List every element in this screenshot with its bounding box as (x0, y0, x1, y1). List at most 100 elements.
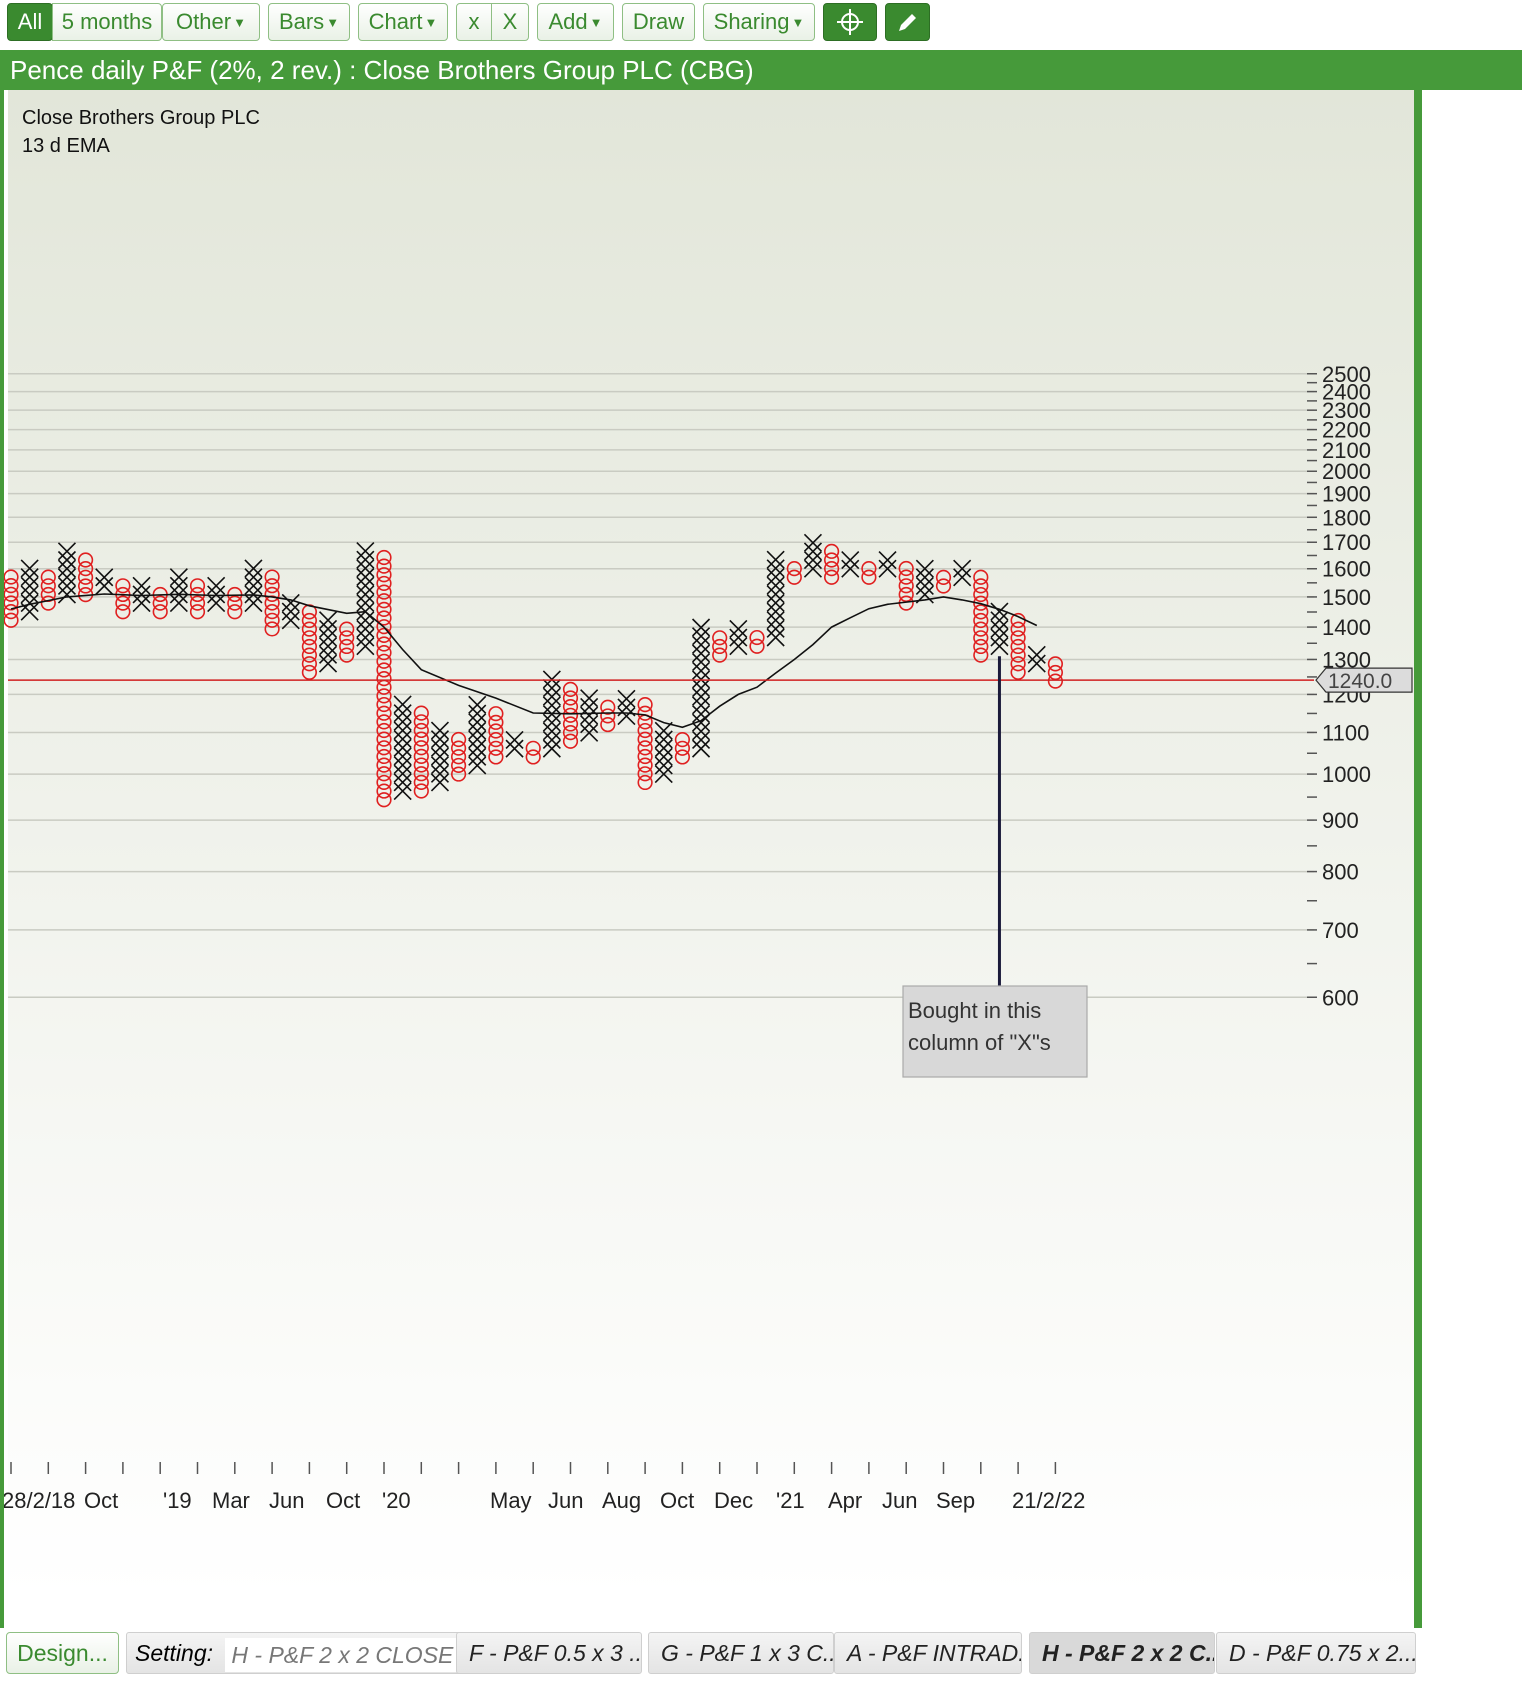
x-mark (393, 704, 412, 723)
o-mark (376, 792, 392, 808)
y-tick-label: 1600 (1322, 557, 1371, 582)
x-tick-label: '21 (776, 1488, 805, 1513)
x-mark (57, 585, 77, 604)
o-mark (3, 595, 19, 611)
pnf-column-22 (413, 705, 429, 799)
o-mark (451, 766, 467, 782)
o-mark (488, 732, 504, 748)
pnf-column-28 (525, 740, 541, 765)
o-mark (376, 731, 392, 747)
x-mark (20, 568, 39, 587)
design-button[interactable]: Design... (6, 1632, 119, 1674)
x-mark (766, 593, 785, 612)
tab-g[interactable]: G - P&F 1 x 3 C... (648, 1632, 834, 1674)
o-mark (339, 647, 355, 663)
o-mark (674, 732, 691, 748)
x-tick-label: Jun (882, 1488, 917, 1513)
o-mark (3, 612, 19, 628)
x-mark (691, 653, 711, 672)
bars-label: Bars (278, 9, 325, 34)
x-mark (318, 637, 338, 656)
tab-f[interactable]: F - P&F 0.5 x 3 ... (456, 1632, 642, 1674)
all-range-button[interactable]: All (7, 3, 53, 41)
pnf-column-38 (712, 630, 728, 663)
o-mark (376, 636, 392, 652)
x-mark (878, 559, 897, 578)
x-mark (356, 550, 375, 569)
o-mark (935, 578, 952, 594)
o-mark (451, 749, 467, 765)
o-mark (637, 740, 653, 756)
pnf-column-52 (973, 569, 989, 663)
o-mark (562, 690, 579, 706)
add-dropdown[interactable]: Add ▼ (537, 3, 614, 41)
x-mark (468, 739, 487, 758)
o-mark (413, 722, 429, 739)
sharing-dropdown[interactable]: Sharing ▼ (703, 3, 815, 41)
x-tick-label: Mar (212, 1488, 250, 1513)
x-mark (766, 576, 785, 595)
x-mark (281, 593, 300, 613)
x-small-button[interactable]: x (456, 3, 492, 41)
other-label: Other (176, 9, 232, 34)
o-mark (488, 706, 504, 722)
o-mark (973, 638, 989, 655)
plot-area (8, 90, 1414, 1597)
o-mark (786, 561, 802, 577)
o-mark (339, 621, 355, 637)
x-mark (356, 611, 375, 630)
o-mark (1047, 664, 1063, 681)
x-mark (542, 696, 561, 715)
pnf-column-55 (1027, 645, 1046, 673)
x-tick-label: Apr (828, 1488, 862, 1513)
o-mark (376, 688, 392, 704)
tab-h[interactable]: H - P&F 2 x 2 C... (1029, 1632, 1215, 1674)
x-mark (468, 747, 487, 766)
tab-d[interactable]: D - P&F 0.75 x 2... (1216, 1632, 1416, 1674)
chart-dropdown[interactable]: Chart ▼ (358, 3, 448, 41)
o-mark (451, 740, 467, 756)
o-mark (264, 569, 280, 585)
x-mark (430, 756, 450, 775)
o-mark (749, 629, 765, 646)
o-mark (451, 731, 467, 748)
five-months-button[interactable]: 5 months (52, 3, 162, 41)
o-mark (861, 561, 877, 577)
draw-label: Draw (632, 9, 685, 34)
gridlines (8, 373, 1314, 999)
tab-a[interactable]: A - P&F INTRAD... (834, 1632, 1022, 1674)
pnf-column-36 (674, 732, 691, 765)
x-mark (356, 585, 375, 604)
bars-dropdown[interactable]: Bars ▼ (268, 3, 350, 41)
x-mark (430, 764, 450, 783)
o-mark (376, 593, 392, 609)
o-mark (301, 647, 318, 663)
x-mark (393, 712, 412, 731)
crosshair-button[interactable] (823, 3, 877, 41)
o-mark (861, 569, 877, 585)
x-mark (430, 738, 450, 757)
o-mark (1010, 630, 1026, 646)
o-mark (413, 740, 429, 756)
o-mark (600, 699, 616, 715)
pencil-button[interactable] (885, 3, 930, 41)
pnf-chart[interactable]: 2500240023002200210020001900180017001600… (0, 90, 1522, 1628)
annotation-box[interactable] (902, 985, 1088, 1078)
draw-button[interactable]: Draw (622, 3, 695, 41)
pnf-column-15 (281, 593, 300, 630)
o-mark (898, 560, 914, 577)
other-dropdown[interactable]: Other ▼ (162, 3, 260, 41)
x-mark (729, 637, 748, 656)
x-big-button[interactable]: X (491, 3, 529, 41)
x-tick-label: Jun (548, 1488, 583, 1513)
x-mark (393, 764, 412, 783)
legend-entry: Close Brothers Group PLC (22, 107, 260, 129)
x-mark (1027, 654, 1046, 673)
y-tick-label: 1800 (1322, 505, 1371, 530)
x-mark (803, 551, 823, 570)
y-tick-label: 1700 (1322, 530, 1371, 555)
setting-selector[interactable]: Setting: H - P&F 2 x 2 CLOSE ▲ (126, 1632, 480, 1674)
o-mark (413, 783, 429, 799)
o-mark (562, 733, 579, 749)
legend: Close Brothers Group PLC 13 d EMA (22, 107, 260, 157)
